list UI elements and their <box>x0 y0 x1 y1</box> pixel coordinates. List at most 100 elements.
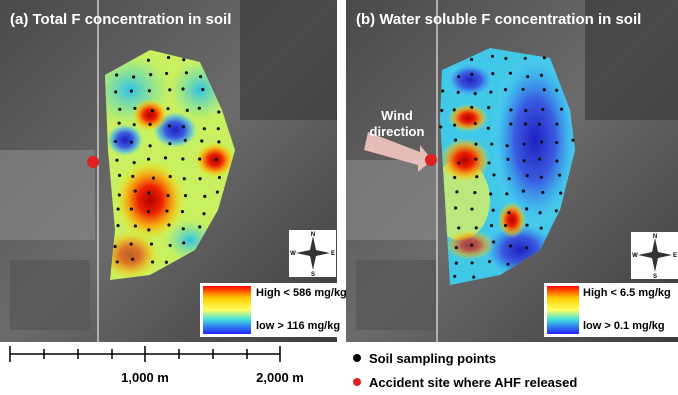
sampling-point <box>167 223 170 226</box>
sampling-point <box>453 275 456 278</box>
sampling-point <box>116 260 119 263</box>
annotation: direction <box>370 124 425 139</box>
terrain <box>10 260 90 330</box>
legend-marker <box>353 354 361 362</box>
sampling-point <box>117 207 120 210</box>
sampling-point <box>543 56 546 59</box>
sampling-point <box>147 228 150 231</box>
sampling-point <box>165 261 168 264</box>
compass-e: E <box>673 253 677 259</box>
sampling-point <box>492 173 495 176</box>
sampling-point <box>168 142 171 145</box>
sampling-point <box>169 244 172 247</box>
sampling-point <box>118 193 121 196</box>
sampling-point <box>521 88 524 91</box>
sampling-point <box>215 158 218 161</box>
sampling-point <box>115 159 118 162</box>
sampling-point <box>457 161 460 164</box>
sampling-point <box>166 194 169 197</box>
sampling-point <box>524 109 527 112</box>
sampling-point <box>134 189 137 192</box>
sampling-point <box>114 140 117 143</box>
sampling-point <box>492 240 495 243</box>
sampling-point <box>491 72 494 75</box>
sampling-point <box>525 246 528 249</box>
sampling-point <box>506 263 509 266</box>
sampling-point <box>541 191 544 194</box>
sampling-point <box>474 92 477 95</box>
sampling-point <box>133 161 136 164</box>
sampling-point <box>198 107 201 110</box>
sampling-point <box>203 127 206 130</box>
legend-low: low > 0.1 mg/kg <box>583 320 665 332</box>
sampling-point <box>166 107 169 110</box>
sampling-point <box>454 206 457 209</box>
sampling-point <box>183 177 186 180</box>
sampling-point <box>526 75 529 78</box>
sampling-point <box>165 72 168 75</box>
sampling-point <box>525 224 528 227</box>
scale-bar <box>10 346 280 362</box>
accident-site <box>87 156 99 168</box>
sampling-point <box>455 246 458 249</box>
sampling-point <box>165 209 168 212</box>
color-legend: High < 586 mg/kg low > 116 mg/kg <box>200 283 347 337</box>
sampling-point <box>199 75 202 78</box>
sampling-point <box>182 58 185 61</box>
compass-e: E <box>331 251 335 257</box>
sampling-point <box>182 227 185 230</box>
sampling-point <box>555 209 558 212</box>
compass-n: N <box>653 234 657 240</box>
sampling-point <box>198 177 201 180</box>
sampling-point <box>507 211 510 214</box>
sampling-point <box>490 224 493 227</box>
sampling-point <box>457 91 460 94</box>
sampling-point <box>182 241 185 244</box>
sampling-point <box>150 242 153 245</box>
sampling-point <box>133 107 136 110</box>
sampling-point <box>470 106 473 109</box>
sampling-point <box>539 211 542 214</box>
legend-item: Accident site where AHF released <box>369 375 577 390</box>
sampling-point <box>487 106 490 109</box>
sampling-point <box>559 191 562 194</box>
sampling-point <box>504 57 507 60</box>
sampling-point <box>472 275 475 278</box>
sampling-point <box>455 190 458 193</box>
sampling-point <box>471 261 474 264</box>
sampling-point <box>147 59 150 62</box>
sampling-point <box>540 227 543 230</box>
sampling-point <box>558 174 561 177</box>
terrain <box>346 160 436 240</box>
sampling-point <box>184 194 187 197</box>
sampling-point <box>181 157 184 160</box>
sampling-point <box>186 109 189 112</box>
legend-low: low > 116 mg/kg <box>256 320 340 332</box>
sampling-point <box>523 143 526 146</box>
sampling-point <box>473 191 476 194</box>
sampling-point <box>522 189 525 192</box>
sampling-point <box>169 175 172 178</box>
sampling-point <box>508 177 511 180</box>
panel-b: (b) Water soluble F concentration in soi… <box>346 0 678 342</box>
sampling-point <box>543 88 546 91</box>
terrain <box>356 260 436 330</box>
sampling-point <box>474 122 477 125</box>
sampling-point <box>489 192 492 195</box>
sampling-point <box>487 127 490 130</box>
sampling-point <box>453 108 456 111</box>
sampling-point <box>147 191 150 194</box>
sampling-point <box>490 142 493 145</box>
sampling-point <box>488 260 491 263</box>
compass: N S E W <box>289 230 336 278</box>
sampling-point <box>555 141 558 144</box>
terrain <box>0 150 95 240</box>
sampling-point <box>118 174 121 177</box>
sampling-point <box>470 244 473 247</box>
compass: N S E W <box>631 232 678 280</box>
compass-s: S <box>311 272 315 278</box>
terrain <box>240 0 337 120</box>
sampling-point <box>151 260 154 263</box>
sampling-point <box>151 109 154 112</box>
sampling-point <box>181 87 184 90</box>
